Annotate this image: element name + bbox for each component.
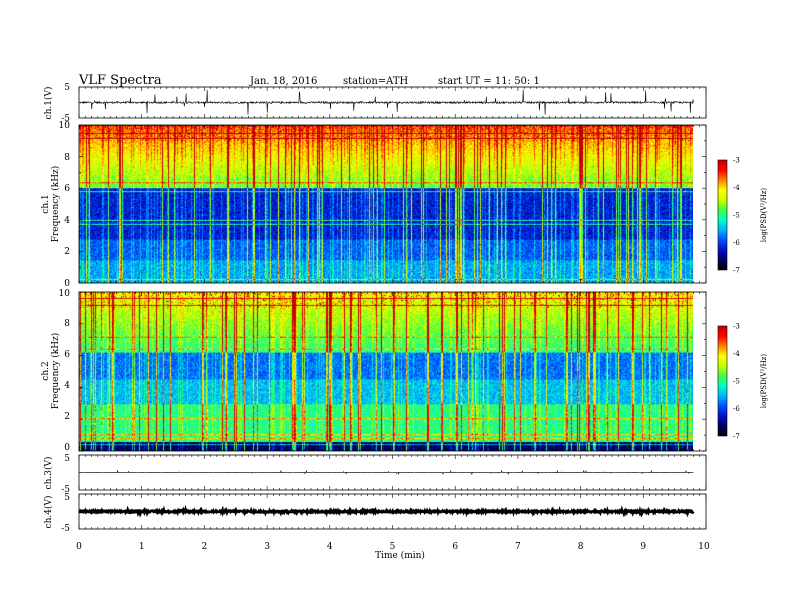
ch2-spectrogram-ticks bbox=[78, 291, 707, 452]
time-tick-8: 8 bbox=[578, 542, 584, 552]
ch2-freq-tick-0: 0 bbox=[64, 443, 70, 453]
ch3-waveform-panel: 5 -5 ch.3(V) bbox=[43, 454, 707, 495]
recording-date: Jan. 18, 2016 bbox=[249, 76, 317, 87]
ch4-ytick-bottom: -5 bbox=[61, 524, 70, 534]
ch1-freq-tick-6: 6 bbox=[64, 184, 70, 194]
ch1-spectrogram-image bbox=[79, 125, 693, 283]
ch2-cb-tick-m6: -6 bbox=[733, 405, 740, 413]
ch1-waveform-panel: 5 -5 ch.1(V) bbox=[43, 83, 707, 124]
ch1-freq-tick-10: 10 bbox=[59, 121, 71, 131]
ch4-panel-ticks bbox=[78, 494, 707, 529]
ch2-cb-tick-m7: -7 bbox=[733, 433, 740, 441]
ch4-waveform-line bbox=[78, 504, 695, 518]
ch1-freq-tick-8: 8 bbox=[64, 153, 70, 163]
time-tick-2: 2 bbox=[202, 542, 208, 552]
ch4-waveform-trace bbox=[78, 504, 695, 518]
time-tick-6: 6 bbox=[452, 542, 458, 552]
ch2-freq-tick-4: 4 bbox=[64, 381, 70, 391]
ch1-freq-tick-0: 0 bbox=[64, 279, 70, 289]
ch1-spectrogram-ticks bbox=[78, 124, 707, 284]
ch4-ylabel: ch.4(V) bbox=[43, 496, 54, 529]
start-time-label: start UT = 11: 50: 1 bbox=[438, 76, 540, 87]
ch1-cb-tick-m6: -6 bbox=[733, 239, 740, 247]
ch2-colorbar: -3 -4 -5 -6 -7 log(PSD(V²/Hz) bbox=[717, 323, 768, 441]
ch3-waveform-line bbox=[78, 469, 694, 476]
ch4-ytick-top: 5 bbox=[64, 493, 70, 503]
ch1-spectrogram-panel: 0 2 4 6 8 10 ch.1 Frequency (kHz) bbox=[41, 121, 707, 289]
ch1-channel-label: ch.1 bbox=[41, 194, 51, 213]
ch2-frequency-axis-label: Frequency (kHz) bbox=[50, 333, 61, 410]
ch3-ytick-top: 5 bbox=[64, 454, 70, 464]
ch2-freq-tick-10: 10 bbox=[59, 289, 71, 299]
ch2-cb-tick-m5: -5 bbox=[733, 378, 740, 386]
ch2-spectrogram-panel: 0 2 4 6 8 10 ch.2 Frequency (kHz) bbox=[41, 289, 707, 453]
ch3-ylabel: ch.3(V) bbox=[43, 457, 54, 490]
ch1-panel-ticks bbox=[78, 87, 707, 118]
ch1-ytick-bottom: -5 bbox=[61, 114, 70, 124]
ch1-freq-tick-4: 4 bbox=[64, 216, 70, 226]
ch1-frequency-tick-labels: 0 2 4 6 8 10 bbox=[59, 121, 71, 289]
ch1-freq-tick-2: 2 bbox=[64, 247, 70, 257]
time-axis: 0 1 2 3 4 5 6 7 8 9 10 Time (min) bbox=[76, 542, 710, 561]
time-tick-7: 7 bbox=[515, 542, 521, 552]
ch4-waveform-panel: 5 -5 ch.4(V) bbox=[43, 493, 707, 534]
ch1-frequency-axis-label: Frequency (kHz) bbox=[50, 166, 61, 243]
station-label: station=ATH bbox=[343, 76, 409, 87]
ch3-panel-ticks bbox=[78, 455, 707, 490]
ch1-cb-tick-m7: -7 bbox=[733, 267, 740, 275]
ch1-ytick-top: 5 bbox=[64, 83, 70, 93]
ch1-cb-tick-m5: -5 bbox=[733, 212, 740, 220]
time-tick-1: 1 bbox=[139, 542, 145, 552]
ch2-channel-label: ch.2 bbox=[41, 361, 51, 380]
ch1-waveform-trace bbox=[78, 89, 694, 115]
ch1-waveform-line bbox=[78, 89, 694, 115]
time-axis-label: Time (min) bbox=[375, 550, 425, 561]
time-tick-10: 10 bbox=[698, 542, 710, 552]
ch3-ytick-bottom: -5 bbox=[61, 485, 70, 495]
ch2-colorbar-label: log(PSD(V²/Hz) bbox=[760, 354, 768, 409]
ch1-colorbar-label: log(PSD(V²/Hz) bbox=[760, 188, 768, 243]
time-tick-labels: 0 1 2 3 4 5 6 7 8 9 10 bbox=[76, 542, 710, 552]
figure-title: VLF Spectra bbox=[78, 73, 162, 88]
ch2-freq-tick-6: 6 bbox=[64, 350, 70, 360]
ch2-freq-tick-8: 8 bbox=[64, 319, 70, 329]
ch2-cb-tick-m3: -3 bbox=[733, 323, 740, 331]
ch1-ylabel: ch.1(V) bbox=[43, 87, 54, 120]
ch1-cb-tick-m3: -3 bbox=[733, 157, 740, 165]
ch2-cb-tick-m4: -4 bbox=[733, 350, 740, 358]
ch2-spectrogram-image bbox=[79, 292, 693, 451]
time-tick-9: 9 bbox=[640, 542, 646, 552]
ch3-waveform-trace bbox=[78, 469, 694, 476]
time-tick-3: 3 bbox=[264, 542, 270, 552]
ch1-cb-tick-m4: -4 bbox=[733, 184, 740, 192]
ch2-colorbar-scale bbox=[717, 325, 728, 437]
time-tick-5: 5 bbox=[390, 542, 396, 552]
ch2-frequency-tick-labels: 0 2 4 6 8 10 bbox=[59, 289, 71, 453]
time-tick-4: 4 bbox=[327, 542, 333, 552]
ch1-colorbar-scale bbox=[717, 159, 728, 271]
ch2-freq-tick-2: 2 bbox=[64, 412, 70, 422]
ch1-colorbar: -3 -4 -5 -6 -7 log(PSD(V²/Hz) bbox=[717, 157, 768, 275]
time-tick-0: 0 bbox=[76, 542, 82, 552]
